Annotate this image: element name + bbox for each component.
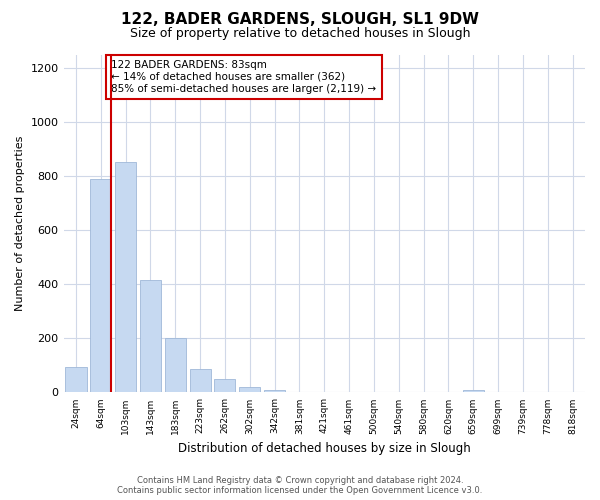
X-axis label: Distribution of detached houses by size in Slough: Distribution of detached houses by size … (178, 442, 470, 455)
Bar (264, 390, 285, 392)
Bar (463, 390, 484, 392)
Bar (90, 179, 112, 392)
Bar (165, 338, 186, 392)
Bar (65, 368, 86, 392)
Text: 122, BADER GARDENS, SLOUGH, SL1 9DW: 122, BADER GARDENS, SLOUGH, SL1 9DW (121, 12, 479, 28)
Bar (190, 370, 211, 392)
Y-axis label: Number of detached properties: Number of detached properties (15, 136, 25, 312)
Text: Size of property relative to detached houses in Slough: Size of property relative to detached ho… (130, 28, 470, 40)
Bar (140, 280, 161, 392)
Text: Contains HM Land Registry data © Crown copyright and database right 2024.
Contai: Contains HM Land Registry data © Crown c… (118, 476, 482, 495)
Bar (239, 387, 260, 392)
Bar (115, 162, 136, 392)
Bar (214, 379, 235, 392)
Text: 122 BADER GARDENS: 83sqm
← 14% of detached houses are smaller (362)
85% of semi-: 122 BADER GARDENS: 83sqm ← 14% of detach… (111, 60, 376, 94)
